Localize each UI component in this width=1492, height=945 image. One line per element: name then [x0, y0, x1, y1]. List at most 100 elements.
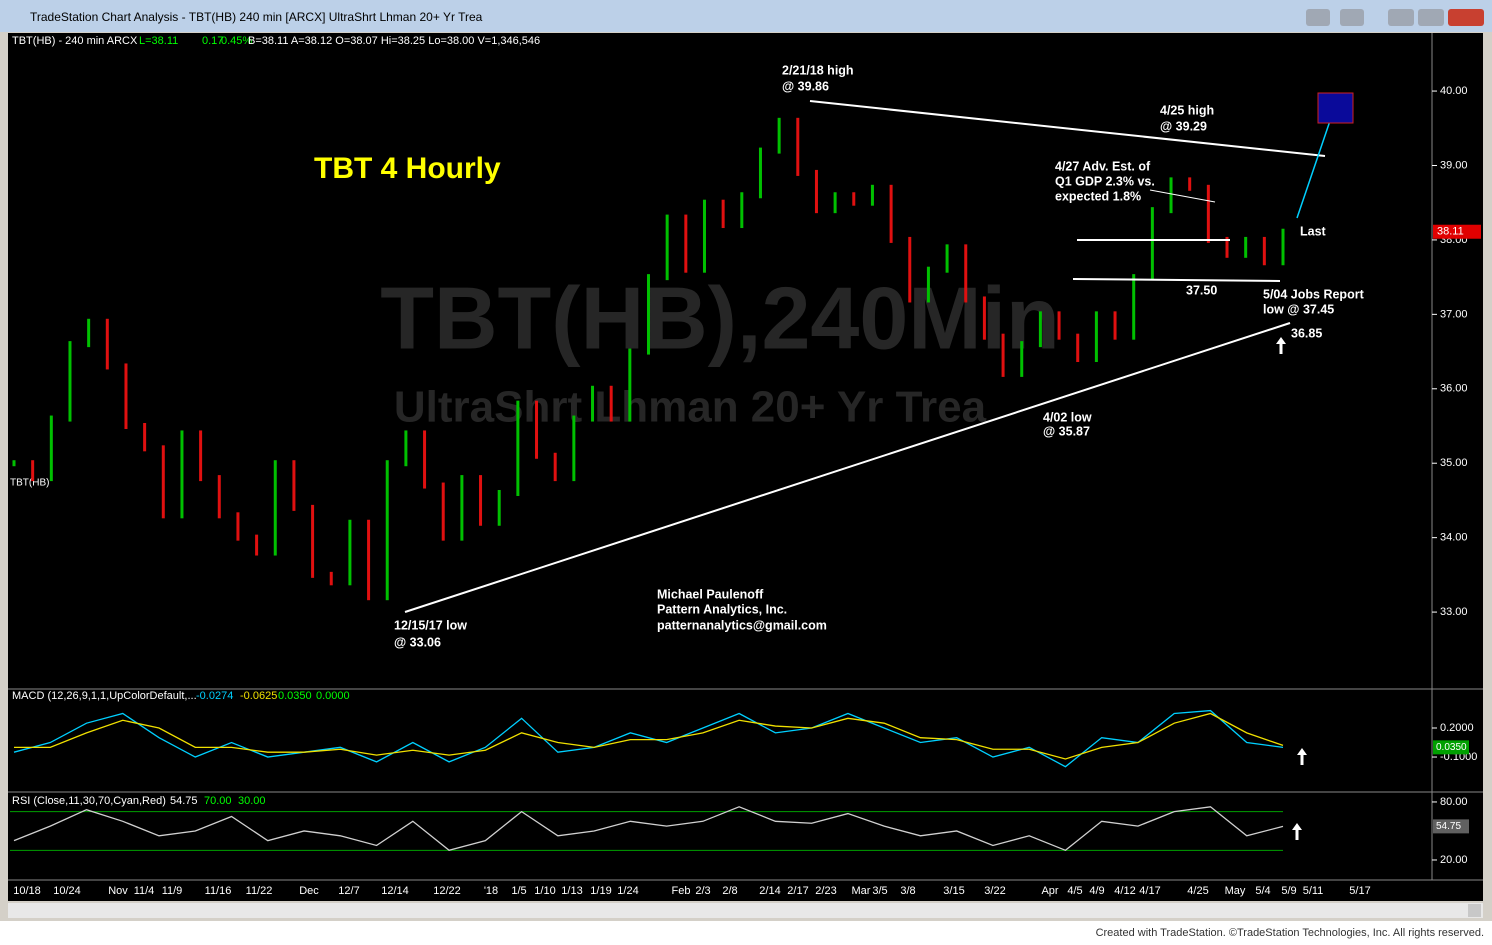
- x-tick-label: 3/8: [900, 885, 915, 897]
- window-title: TradeStation Chart Analysis - TBT(HB) 24…: [30, 10, 483, 24]
- price-bar: [553, 452, 557, 482]
- indicator-legend: RSI (Close,11,30,70,Cyan,Red): [12, 795, 166, 807]
- x-tick-label: 2/17: [787, 885, 808, 897]
- x-tick-label: 2/8: [722, 885, 737, 897]
- x-tick-label: 10/18: [13, 885, 41, 897]
- annotation: expected 1.8%: [1055, 189, 1141, 203]
- price-bar: [423, 430, 427, 489]
- price-bar: [12, 460, 16, 467]
- up-arrow: [1297, 748, 1307, 765]
- price-bar: [684, 214, 688, 273]
- price-bar: [1281, 228, 1285, 266]
- annotation: patternanalytics@gmail.com: [657, 618, 827, 632]
- menu-button[interactable]: [1340, 9, 1364, 26]
- price-bar: [311, 504, 315, 578]
- x-tick-label: 3/15: [943, 885, 964, 897]
- indicator-value: 54.75: [170, 795, 198, 807]
- price-bar: [255, 534, 259, 556]
- x-tick-label: 4/5: [1067, 885, 1082, 897]
- x-tick-label: Apr: [1041, 885, 1058, 897]
- y-tick-label: 40.00: [1440, 85, 1468, 97]
- projection-line: [1296, 111, 1334, 219]
- indicator-line: [14, 712, 1284, 760]
- price-bar: [740, 192, 744, 229]
- y-tick-label: 36.00: [1440, 383, 1468, 395]
- price-bar: [329, 571, 333, 586]
- minimize-button[interactable]: [1388, 9, 1414, 26]
- annotation: 12/15/17 low: [394, 618, 467, 632]
- x-tick-label: 12/14: [381, 885, 409, 897]
- menu-button[interactable]: [1306, 9, 1330, 26]
- price-bar: [1169, 177, 1173, 214]
- price-bar: [1001, 333, 1005, 377]
- up-arrow: [1276, 337, 1286, 354]
- annotation: 4/25 high: [1160, 103, 1214, 117]
- price-bar: [926, 266, 930, 303]
- price-bar: [68, 341, 72, 422]
- price-bar: [497, 489, 501, 526]
- indicator-line: [13, 709, 1284, 768]
- last-value-box: [1433, 740, 1469, 755]
- close-button[interactable]: [1448, 9, 1484, 26]
- annotation: 4/02 low: [1043, 410, 1092, 424]
- x-tick-label: 11/4: [134, 885, 155, 897]
- y-tick-label: 0.2000: [1440, 722, 1474, 734]
- price-bar: [367, 519, 371, 601]
- annotation: @ 33.06: [394, 635, 441, 649]
- price-bar: [49, 415, 53, 482]
- chart-title: TBT 4 Hourly: [314, 152, 501, 185]
- price-bar: [404, 430, 408, 467]
- scroll-thumb[interactable]: [1468, 904, 1481, 917]
- last-value-label: 54.75: [1436, 821, 1461, 832]
- price-bar: [199, 430, 203, 482]
- header-field: L=38.11: [139, 35, 178, 47]
- price-bar: [1076, 333, 1080, 363]
- x-tick-label: 4/17: [1139, 885, 1160, 897]
- price-bar: [180, 430, 184, 519]
- price-bar: [479, 475, 483, 526]
- price-bar: [609, 385, 613, 422]
- price-bar: [1188, 177, 1192, 191]
- scrollbar[interactable]: [8, 903, 1483, 918]
- x-tick-label: 4/9: [1089, 885, 1104, 897]
- x-tick-label: 5/9: [1281, 885, 1296, 897]
- footer: Created with TradeStation. ©TradeStation…: [1096, 927, 1484, 939]
- x-tick-label: 11/22: [246, 885, 273, 897]
- watermark: UltraShrt Lhman 20+ Yr Trea: [394, 383, 987, 432]
- indicator-value: 0.0000: [316, 690, 350, 702]
- price-bar: [852, 192, 856, 206]
- x-tick-label: 1/24: [617, 885, 638, 897]
- x-tick-label: 11/9: [162, 885, 183, 897]
- y-tick-label: 35.00: [1440, 457, 1468, 469]
- price-bar: [889, 184, 893, 243]
- support-line: [404, 322, 1291, 613]
- annotation: @ 35.87: [1043, 424, 1090, 438]
- x-tick-label: 5/11: [1303, 885, 1324, 897]
- x-tick-label: Mar: [852, 885, 871, 897]
- annotation: 4/27 Adv. Est. of: [1055, 159, 1151, 173]
- price-bar: [441, 482, 445, 541]
- price-bar: [348, 519, 352, 586]
- x-tick-label: Nov: [108, 885, 128, 897]
- annotation: Q1 GDP 2.3% vs.: [1055, 174, 1155, 188]
- horizontal-line: [1072, 278, 1281, 282]
- indicator-value: -0.0274: [196, 690, 233, 702]
- annotation: Last: [1300, 224, 1327, 238]
- price-bar: [87, 318, 91, 348]
- chart-area: [8, 33, 1483, 901]
- indicator-value: 70.00: [204, 795, 232, 807]
- x-tick-label: 10/24: [53, 885, 81, 897]
- price-bar: [777, 117, 781, 154]
- annotation: 36.85: [1291, 326, 1322, 340]
- annotation: 37.50: [1186, 283, 1217, 297]
- maximize-button[interactable]: [1418, 9, 1444, 26]
- price-bar: [273, 460, 277, 556]
- price-bar: [1262, 236, 1266, 266]
- x-tick-label: 1/5: [511, 885, 526, 897]
- price-bar: [647, 274, 650, 355]
- price-bar: [31, 460, 35, 482]
- y-tick-label: 33.00: [1440, 606, 1468, 618]
- price-bar: [1113, 311, 1117, 340]
